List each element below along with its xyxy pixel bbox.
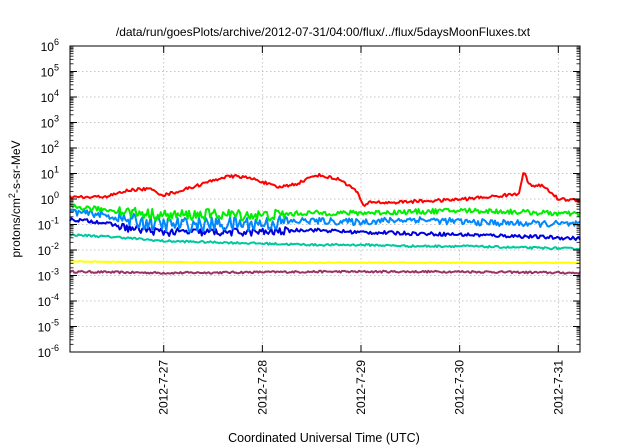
y-tick-label: 102 bbox=[41, 139, 59, 156]
y-tick-exp: 0 bbox=[54, 190, 59, 200]
y-axis-label-rest: -s-sr-MeV bbox=[9, 140, 23, 193]
y-tick-label: 10-5 bbox=[38, 318, 59, 335]
x-axis-label: Coordinated Universal Time (UTC) bbox=[228, 431, 420, 445]
series-line bbox=[69, 233, 581, 251]
y-tick-base: 10 bbox=[41, 117, 55, 131]
y-tick-base: 10 bbox=[38, 219, 52, 233]
series-line bbox=[69, 260, 580, 265]
y-tick-label: 105 bbox=[41, 63, 59, 80]
y-tick-label: 10-1 bbox=[38, 216, 59, 233]
y-tick-label: 10-4 bbox=[38, 292, 59, 309]
y-tick-base: 10 bbox=[38, 244, 52, 258]
y-tick-base: 10 bbox=[41, 193, 55, 207]
chart-title: /data/run/goesPlots/archive/2012-07-31/0… bbox=[116, 25, 531, 39]
x-tick-label: 2012-7-27 bbox=[157, 360, 171, 415]
series-line bbox=[69, 172, 581, 207]
y-tick-labels: 10-610-510-410-310-210-11001011021031041… bbox=[38, 37, 59, 360]
series-line bbox=[69, 203, 581, 222]
x-tick-label: 2012-7-30 bbox=[453, 360, 467, 415]
y-tick-label: 10-6 bbox=[38, 343, 59, 360]
y-tick-exp: 2 bbox=[54, 139, 59, 149]
series-line bbox=[69, 217, 581, 241]
y-tick-base: 10 bbox=[38, 321, 52, 335]
y-tick-exp: -5 bbox=[51, 318, 59, 328]
series-group bbox=[69, 172, 581, 275]
grid-lines bbox=[70, 46, 580, 352]
y-axis-label: protons/cm2-s-sr-MeV bbox=[7, 140, 23, 257]
y-tick-base: 10 bbox=[41, 91, 55, 105]
y-tick-label: 104 bbox=[41, 88, 59, 105]
y-tick-label: 100 bbox=[41, 190, 59, 207]
series-line bbox=[69, 269, 581, 275]
y-tick-base: 10 bbox=[41, 40, 55, 54]
y-tick-base: 10 bbox=[41, 168, 55, 182]
y-tick-exp: 6 bbox=[54, 37, 59, 47]
y-tick-label: 101 bbox=[41, 165, 59, 182]
x-tick-label: 2012-7-28 bbox=[255, 360, 269, 415]
y-tick-base: 10 bbox=[38, 270, 52, 284]
y-tick-base: 10 bbox=[41, 66, 55, 80]
y-tick-exp: -1 bbox=[51, 216, 59, 226]
y-tick-exp: -3 bbox=[51, 267, 59, 277]
y-tick-exp: -2 bbox=[51, 241, 59, 251]
x-tick-label: 2012-7-29 bbox=[354, 360, 368, 415]
y-tick-base: 10 bbox=[41, 142, 55, 156]
y-tick-label: 106 bbox=[41, 37, 59, 54]
axis-ticks bbox=[70, 45, 580, 353]
y-tick-label: 10-2 bbox=[38, 241, 59, 258]
y-tick-exp: -6 bbox=[51, 343, 59, 353]
y-tick-label: 103 bbox=[41, 114, 59, 131]
x-tick-labels: 2012-7-27 2012-7-28 2012-7-29 2012-7-30 2012… bbox=[157, 360, 566, 415]
y-tick-base: 10 bbox=[38, 295, 52, 309]
y-axis-label-main: protons/cm bbox=[9, 198, 23, 257]
y-tick-exp: 1 bbox=[54, 165, 59, 175]
y-tick-exp: 4 bbox=[54, 88, 59, 98]
y-tick-exp: 3 bbox=[54, 114, 59, 124]
x-tick-label: 2012-7-31 bbox=[551, 360, 565, 415]
series-line bbox=[69, 208, 581, 233]
y-tick-exp: -4 bbox=[51, 292, 59, 302]
y-tick-exp: 5 bbox=[54, 63, 59, 73]
y-tick-label: 10-3 bbox=[38, 267, 59, 284]
y-axis-label-sup: 2 bbox=[7, 193, 17, 198]
y-tick-base: 10 bbox=[38, 346, 52, 360]
